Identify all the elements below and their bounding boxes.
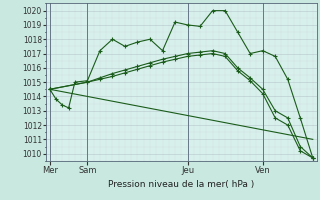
X-axis label: Pression niveau de la mer( hPa ): Pression niveau de la mer( hPa ) bbox=[108, 180, 254, 189]
